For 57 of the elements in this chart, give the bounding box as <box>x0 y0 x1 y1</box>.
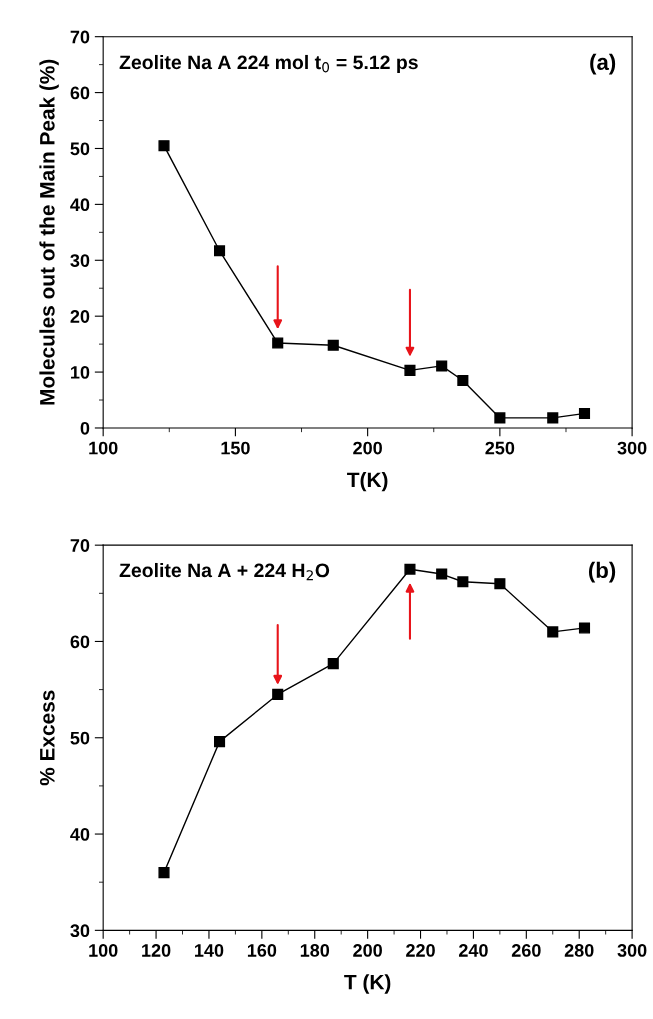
x-tick-label: 160 <box>247 944 277 957</box>
y-tick-label: 60 <box>70 86 90 100</box>
y-tick-label: 40 <box>70 198 90 212</box>
point <box>158 140 170 152</box>
point <box>547 412 559 424</box>
point <box>494 578 506 590</box>
y-tick-label: 60 <box>70 635 90 649</box>
x-tick-label: 200 <box>353 441 382 455</box>
y-tick-label: 10 <box>71 366 90 379</box>
annotation: Zeolite Na A 224 mol t$_{0}$ = 5.12 ps <box>119 54 418 74</box>
y-tick-label: 30 <box>70 254 90 268</box>
x-tick-label: 300 <box>617 441 647 455</box>
x-tick-label: 120 <box>142 944 171 957</box>
point <box>436 568 448 580</box>
point <box>272 337 284 349</box>
point <box>327 658 339 670</box>
point <box>158 867 170 879</box>
y-tick-label: 0 <box>80 421 90 435</box>
x-axis-title: T(K) <box>347 471 388 492</box>
annotation: (a) <box>590 53 616 75</box>
x-tick-label: 100 <box>89 441 118 455</box>
x-tick-label: 280 <box>564 944 594 957</box>
y-tick-label: 30 <box>70 924 90 938</box>
y-tick-label: 50 <box>70 142 90 156</box>
point <box>578 407 591 420</box>
annotation: Zeolite Na A + 224 H$_{2}$O <box>119 562 330 581</box>
x-tick-label: 250 <box>485 441 515 455</box>
x-tick-label: 240 <box>458 944 488 957</box>
point <box>457 374 469 387</box>
y-tick-label: 50 <box>70 731 90 745</box>
y-tick-label: 70 <box>70 30 90 44</box>
y-tick-label: 40 <box>70 827 90 841</box>
x-tick-label: 140 <box>195 944 224 957</box>
y-axis-title: Molecules out of the Main Peak (%) <box>39 59 59 405</box>
annotation: (b) <box>588 561 616 583</box>
y-axis-title: % Excess <box>39 690 55 786</box>
point <box>578 622 591 634</box>
point <box>327 339 339 351</box>
x-tick-label: 180 <box>300 944 330 957</box>
x-tick-label: 300 <box>617 944 647 957</box>
point <box>547 626 559 638</box>
x-tick-label: 150 <box>221 441 250 455</box>
x-tick-label: 200 <box>353 944 382 957</box>
y-tick-label: 70 <box>70 539 90 552</box>
point <box>213 736 226 748</box>
point <box>404 563 416 575</box>
point <box>457 576 469 588</box>
y-tick-label: 20 <box>70 310 90 323</box>
x-tick-label: 220 <box>406 944 435 957</box>
point <box>494 412 506 424</box>
point <box>436 360 448 372</box>
x-tick-label: 260 <box>511 944 541 957</box>
x-axis-title: T (K) <box>344 974 391 994</box>
x-tick-label: 100 <box>89 944 118 957</box>
point <box>404 364 416 376</box>
point <box>272 688 284 700</box>
point <box>213 245 226 257</box>
